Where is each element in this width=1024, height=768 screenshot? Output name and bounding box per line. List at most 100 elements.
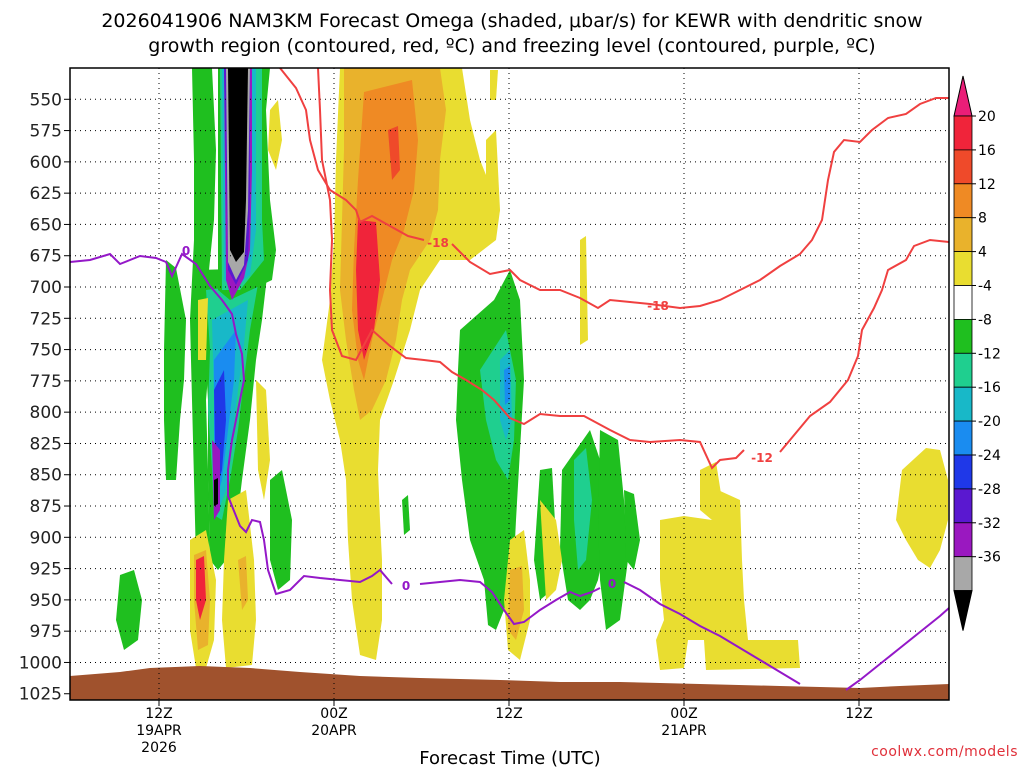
colorbar-swatch — [953, 488, 973, 524]
y-tick-label: 675 — [30, 247, 62, 267]
credit-text: coolwx.com/models — [871, 744, 1018, 760]
colorbar-label: 16 — [978, 143, 996, 159]
colorbar-swatch — [953, 522, 973, 558]
colorbar-swatch — [953, 149, 973, 185]
colorbar-swatch — [953, 285, 973, 320]
omega-region-green-left-narrow — [270, 470, 292, 590]
y-tick-label: 625 — [30, 184, 62, 204]
omega-region-yellow-col7 — [540, 500, 562, 600]
colorbar-label: 12 — [978, 177, 996, 193]
omega-region-green-col5 — [598, 430, 628, 630]
y-tick-label: 725 — [30, 309, 62, 329]
colorbar-swatch — [953, 318, 973, 354]
omega-shading — [116, 68, 948, 670]
colorbar-swatch — [953, 352, 973, 388]
colorbar: 20 16 12 8 4 -4 -8 -12 -16 -20 -24 -28 -32 -36 — [953, 75, 1001, 631]
colorbar-label: 4 — [978, 245, 987, 261]
y-tick-label: 650 — [30, 215, 62, 235]
colorbar-top-arrow — [953, 75, 973, 117]
contour-label-0: -18 — [427, 236, 449, 250]
colorbar-swatch — [953, 183, 973, 219]
omega-region-yellow-streak2 — [580, 236, 588, 345]
colorbar-swatch — [953, 420, 973, 456]
y-tick-label: 575 — [30, 122, 62, 142]
y-tick-label: 1025 — [19, 685, 62, 705]
omega-region-lower-left-green — [116, 570, 142, 650]
colorbar-label: -8 — [978, 312, 992, 328]
colorbar-label: 20 — [978, 109, 996, 125]
y-tick-label: 925 — [30, 560, 62, 580]
y-tick-label: 825 — [30, 434, 62, 454]
omega-region-mid-red — [356, 220, 380, 360]
chart-title-line1: 2026041906 NAM3KM Forecast Omega (shaded… — [101, 10, 922, 32]
omega-region-lowleft-yellow4 — [198, 298, 208, 360]
contour-red-18-main — [451, 97, 949, 310]
omega-region-left-green-2 — [164, 260, 186, 480]
y-tick-label: 975 — [30, 622, 62, 642]
x-tick-label: 12Z — [145, 706, 172, 722]
gridlines — [70, 68, 949, 700]
omega-region-teal-col4 — [574, 448, 592, 570]
colorbar-label: -4 — [978, 279, 992, 295]
colorbar-label: 8 — [978, 211, 987, 227]
omega-region-lowleft-yellow3 — [256, 380, 270, 500]
omega-region-blue-col — [504, 366, 510, 405]
y-tick-label: 550 — [30, 90, 62, 110]
y-tick-label: 1000 — [19, 653, 62, 673]
colorbar-label: -32 — [978, 516, 1001, 532]
x-tick-label: 12Z — [495, 706, 522, 722]
omega-region-black — [228, 68, 248, 262]
colorbar-label: -12 — [978, 346, 1001, 362]
contour-purple-0-c — [623, 581, 801, 685]
contour-labels: -18 -18 -12 0 0 0 — [182, 236, 773, 593]
x-axis-title: Forecast Time (UTC) — [419, 748, 600, 768]
colorbar-swatch — [953, 454, 973, 490]
colorbar-swatch — [953, 217, 973, 252]
y-tick-label: 850 — [30, 466, 62, 486]
contour-purple-0-a — [69, 252, 393, 596]
omega-region-green-tiny — [402, 495, 410, 535]
contour-red-18-left — [279, 67, 425, 241]
omega-region-mid-redtop — [388, 126, 400, 180]
contour-purple-0-d — [845, 607, 950, 691]
omega-region-right-yellow1 — [656, 490, 800, 670]
y-tick-label: 775 — [30, 372, 62, 392]
y-tick-label: 700 — [30, 278, 62, 298]
x-tick-label: 21APR — [661, 723, 707, 739]
omega-region-green-col6 — [624, 490, 640, 570]
contour-label-3: 0 — [182, 244, 190, 258]
y-tick-label: 900 — [30, 528, 62, 548]
contour-purple-0-b — [419, 578, 601, 626]
colorbar-swatch — [953, 115, 973, 151]
y-tick-label: 875 — [30, 497, 62, 517]
colorbar-label: -20 — [978, 414, 1001, 430]
contour-label-1: -18 — [647, 299, 669, 313]
colorbar-label: -16 — [978, 380, 1001, 396]
contour-label-5: 0 — [608, 577, 616, 591]
omega-region-green-tiny3 — [196, 68, 204, 120]
omega-region-green-tiny2 — [268, 100, 282, 170]
y-axis: 550 575 600 625 650 675 700 725 750 775 800 825 850 8… — [19, 90, 70, 705]
colorbar-label: -36 — [978, 550, 1001, 566]
x-tick-label: 2026 — [141, 740, 177, 756]
x-tick-label: 00Z — [320, 706, 347, 722]
omega-region-right-yellow3 — [700, 462, 722, 520]
colorbar-swatch — [953, 556, 973, 592]
colorbar-bottom-arrow — [953, 590, 973, 631]
omega-region-lowleft-yellow2 — [222, 490, 256, 668]
x-tick-label: 00Z — [670, 706, 697, 722]
omega-region-yellow-streak3 — [490, 70, 498, 100]
contours — [69, 67, 950, 691]
y-tick-label: 800 — [30, 403, 62, 423]
omega-region-lower-black — [214, 478, 218, 506]
colorbar-swatch — [953, 386, 973, 422]
omega-region-lowleft-orange2 — [238, 556, 248, 610]
chart-title-line2: growth region (contoured, red, ºC) and f… — [148, 35, 875, 57]
contour-label-4: 0 — [402, 579, 410, 593]
x-tick-label: 20APR — [311, 723, 357, 739]
contour-label-2: -12 — [751, 451, 773, 465]
colorbar-label: -28 — [978, 482, 1001, 498]
colorbar-swatch — [953, 251, 973, 286]
